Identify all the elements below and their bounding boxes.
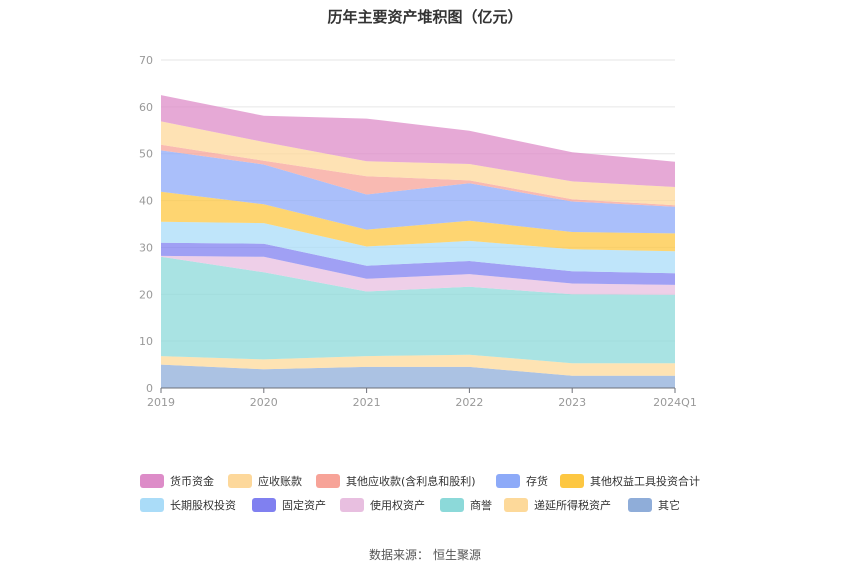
area-series-4 (161, 242, 675, 285)
legend-item[interactable]: 递延所得税资产 (504, 497, 611, 513)
legend-label: 其他应收款(含利息和股利) (346, 475, 476, 488)
legend-label: 其它 (658, 499, 680, 512)
area-series-6 (161, 191, 675, 252)
legend-swatch (228, 474, 252, 488)
area-series-5 (161, 221, 675, 274)
source-value: 恒生聚源 (433, 548, 482, 562)
legend-item[interactable]: 存货 (496, 473, 548, 489)
legend-label: 递延所得税资产 (534, 499, 611, 512)
legend-item[interactable]: 货币资金 (140, 473, 214, 489)
area-series-10 (161, 95, 675, 187)
x-tick-label: 2022 (455, 396, 483, 409)
legend-swatch (496, 474, 520, 488)
source-label: 数据来源： (368, 548, 429, 562)
legend-item[interactable]: 其它 (628, 497, 680, 513)
legend-label: 使用权资产 (370, 499, 425, 512)
legend-label: 货币资金 (170, 475, 214, 488)
legend-label: 固定资产 (282, 499, 326, 512)
legend-label: 应收账款 (258, 475, 302, 488)
y-tick-label: 0 (146, 382, 153, 395)
x-tick-label: 2020 (250, 396, 278, 409)
stacked-area-chart: 0 10 20 30 40 50 60 70 2019 2020 2021 2022 2023 2024Q… (139, 54, 697, 409)
legend-label: 其他权益工具投资合计 (590, 475, 700, 488)
legend-item[interactable]: 其他权益工具投资合计 (560, 473, 700, 489)
area-series-7 (161, 150, 675, 234)
x-tick-label: 2021 (353, 396, 381, 409)
legend-label: 商誉 (470, 499, 492, 512)
legend-label: 存货 (526, 475, 548, 488)
legend-swatch (504, 498, 528, 512)
legend-swatch (316, 474, 340, 488)
x-tick-label: 2019 (147, 396, 175, 409)
legend-swatch (340, 498, 364, 512)
y-tick-label: 60 (139, 101, 153, 114)
x-tick-label: 2024Q1 (653, 396, 697, 409)
area-series-3 (161, 255, 675, 295)
area-series-2 (161, 256, 675, 364)
legend-item[interactable]: 固定资产 (252, 497, 326, 513)
legend-swatch (628, 498, 652, 512)
y-tick-label: 40 (139, 195, 153, 208)
y-tick-label: 70 (139, 54, 153, 67)
legend-swatch (140, 474, 164, 488)
area-series-9 (161, 121, 675, 206)
axes: 0 10 20 30 40 50 60 70 2019 2020 2021 2022 2023 2024Q… (139, 54, 697, 409)
legend-item[interactable]: 使用权资产 (340, 497, 425, 513)
y-tick-label: 30 (139, 241, 153, 254)
data-source: 数据来源： 恒生聚源 (0, 546, 850, 563)
legend-swatch (560, 474, 584, 488)
y-tick-label: 20 (139, 288, 153, 301)
legend-item[interactable]: 商誉 (440, 497, 492, 513)
area-series-1 (161, 354, 675, 376)
legend-label: 长期股权投资 (170, 499, 236, 512)
legend-swatch (252, 498, 276, 512)
legend-item[interactable]: 长期股权投资 (140, 497, 236, 513)
y-tick-label: 50 (139, 148, 153, 161)
x-tick-label: 2023 (558, 396, 586, 409)
chart-title: 历年主要资产堆积图（亿元） (327, 8, 523, 26)
legend-item[interactable]: 其他应收款(含利息和股利) (316, 473, 476, 489)
legend-item[interactable]: 应收账款 (228, 473, 302, 489)
area-series-0 (161, 364, 675, 388)
legend-swatch (440, 498, 464, 512)
legend-swatch (140, 498, 164, 512)
area-series (161, 95, 675, 388)
y-tick-label: 10 (139, 335, 153, 348)
